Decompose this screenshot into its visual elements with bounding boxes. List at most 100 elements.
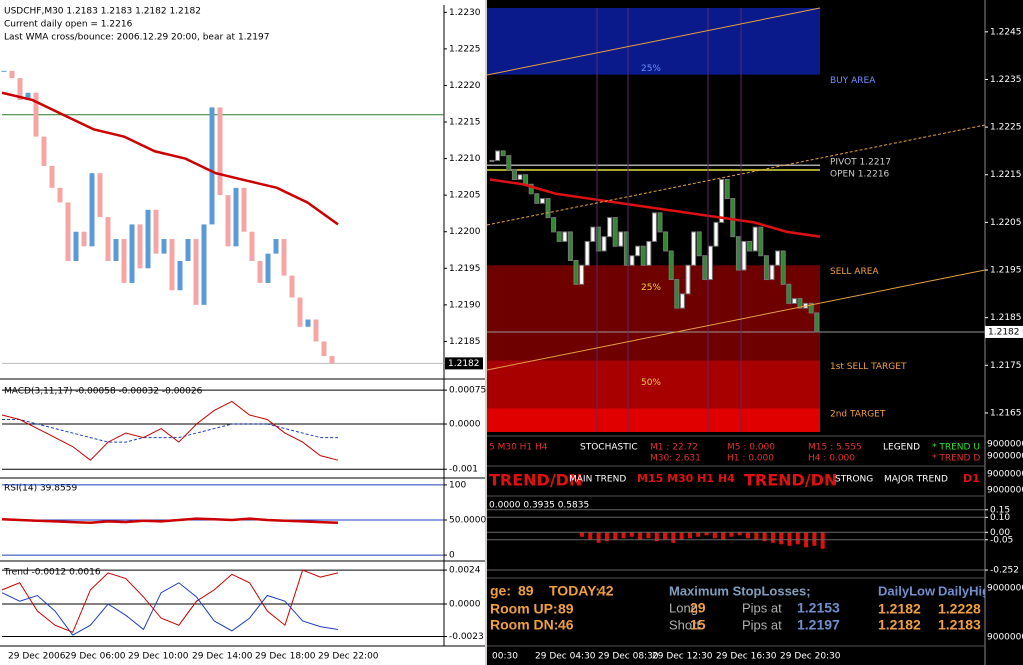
line-series [1,517,339,525]
osc-bar [663,532,667,540]
y-tick-label: -0.0023 [449,632,484,642]
y-tick-label: 0 [449,551,455,561]
candle [9,70,15,79]
zone [487,408,820,432]
candle [495,150,501,161]
candle [217,107,223,196]
zone-percent: 25% [641,283,661,293]
time-label: 29 Dec 14:00 [192,652,253,662]
price-label: 1.2182 [988,327,1020,337]
candle [763,255,769,281]
osc-bar [770,532,775,543]
osc-bar [787,532,792,546]
candle [741,240,747,271]
right-overlay: 5 M30 H1 H4 STOCHASTIC M1 : 22.72 M30: 2… [486,0,986,665]
candle [265,253,271,283]
candle [539,198,545,204]
candle [65,202,71,261]
stat-value: 89 [518,583,534,599]
y-tick-label: 100 [449,480,466,490]
header: USDCHF,M30 1.2183 1.2183 1.2182 1.2182 [4,7,201,17]
time-label: 29 Dec 06:00 [65,652,126,662]
osc-bar [779,532,784,545]
time-label: 29 Dec 16:30 [716,652,777,662]
candle [702,255,708,281]
candle [691,231,697,266]
stat-value: 1.2183 [938,617,981,633]
left-chart: USDCHF,M30 1.2183 1.2183 1.2182 1.2182 C… [0,5,485,662]
stat-value: 29 [690,600,706,616]
osc-bar [588,532,593,540]
pivot-label: PIVOT 1.2217 [830,158,891,168]
osc-header: 0.0000 0.3935 0.5835 [489,501,589,511]
candle [81,231,87,247]
stat-label: Pips at [742,617,782,632]
candle [551,217,557,233]
candle [584,240,590,266]
panel-title: RSI(14) 39.8559 [4,484,77,494]
candle [735,236,741,271]
stat-value: 89 [558,601,574,617]
time-label: 29 Dec 22:00 [318,652,379,662]
candle [534,193,540,204]
y-tick-label: 50.0000 [449,516,486,526]
stat-label: Pips at [742,600,782,615]
y-tick-label: 1.2215 [449,118,481,128]
panel-title: Trend -0.0012 0.0016 [3,568,101,578]
strip-text: MAJOR TREND [884,475,948,485]
y-tick-label: 1.2195 [990,266,1022,276]
time-label: 00:30 [492,652,518,662]
candle [713,221,719,247]
stat-label: Long: [669,600,702,615]
candle [607,217,613,238]
osc-bar [671,532,676,543]
candle [145,209,151,269]
zone-label: 1st SELL TARGET [830,362,907,372]
candle [786,283,792,304]
open-label: OPEN 1.2216 [830,169,890,179]
candle [556,231,562,242]
line-series [1,400,339,461]
candle [329,356,335,364]
candle [129,224,135,283]
candle [517,174,523,181]
candle [528,183,534,195]
candle [646,240,652,266]
osc-bar [629,532,634,537]
candle [674,279,680,309]
candle [201,224,207,305]
candle [89,173,95,247]
header: Last WMA cross/bounce: 2006.12.29 20:00,… [4,33,269,43]
osc-bar [654,532,659,542]
stat-title: Maximum StopLosses; [669,583,811,598]
y-tick-label: 0.10 [990,513,1010,523]
candle [209,107,215,225]
candle [601,236,607,252]
y-tick-label: 1.2185 [449,337,481,347]
candle [105,217,111,261]
osc-bar [754,532,759,540]
candle [257,260,263,283]
candle [97,173,103,218]
osc-bar [580,532,584,537]
candle [567,231,573,261]
candle [730,198,736,238]
y-tick-label: -0.252 [990,566,1019,576]
candle [506,155,512,171]
y-tick-label: 0.00 [990,528,1010,538]
candle [758,226,764,257]
channel-line [486,7,821,76]
stat-value: 1.2228 [938,601,981,617]
time-label: 29 Dec 10:00 [128,652,189,662]
y-tick-label: 1.2210 [449,154,481,164]
time-label: 29 Dec 08:30 [598,652,659,662]
y-tick-label: 1.2205 [990,218,1022,228]
stat-value: 1.2182 [878,601,921,617]
candle [663,231,669,252]
time-label: 29 Dec 20:30 [780,652,841,662]
osc-bar [812,532,817,546]
stat-value: 42 [598,583,614,599]
